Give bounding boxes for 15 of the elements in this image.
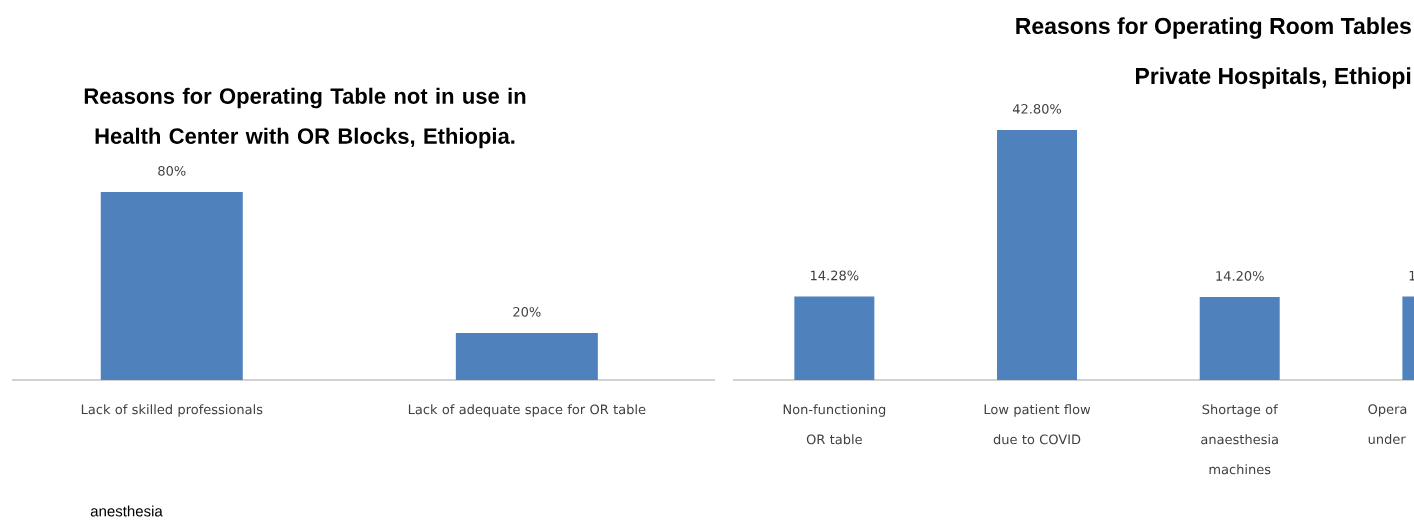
x-tick-label: Lack of skilled professionals [81,404,263,417]
chart-title: Reasons for Operating Room Tables [1016,17,1411,39]
chart-subtitle: Private Hospitals, Ethiopi [1136,67,1411,89]
data-label: 42.80% [1012,103,1062,114]
category-label: Non-functioning OR table [783,404,886,445]
data-label: 14.20% [1216,271,1264,281]
data-label: 20% [513,306,541,317]
category-label: Opera under [1368,404,1407,445]
data-label: 80% [158,165,186,176]
category-label: Low patient flow due to COVID [984,404,1091,445]
category-label: Shortage of anaesthesia machines [1201,404,1278,475]
text: anesthesia [90,505,163,517]
chart-title: Reasons for Operating Table not in use in Health Center with OR Blocks, Ethiopia. [84,87,526,149]
x-tick-label: Lack of adequate space for OR table [408,404,646,417]
data-label: 14.28% [810,270,859,281]
